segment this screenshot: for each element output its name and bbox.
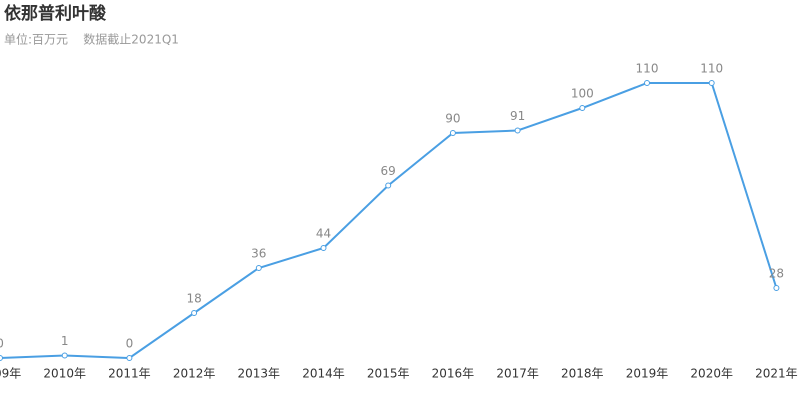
value-label: 18: [186, 292, 201, 306]
x-tick-label: 2011年: [108, 367, 151, 381]
x-tick-label: 2009年: [0, 367, 21, 381]
x-tick-label: 2016年: [432, 367, 475, 381]
chart-title: 依那普利叶酸: [4, 3, 107, 24]
point: [708, 80, 715, 86]
value-label: 91: [510, 109, 525, 123]
x-tick-label: 2012年: [173, 367, 216, 381]
point: [449, 130, 456, 136]
value-label: 44: [316, 227, 331, 241]
line: [0, 82, 778, 360]
value-label: 100: [571, 87, 594, 101]
x-tick-label: 2021年: [755, 367, 798, 381]
x-tick-label: 2020年: [690, 367, 733, 381]
value-label: 1: [61, 334, 69, 348]
x-tick-label: 2010年: [43, 367, 86, 381]
chart-subtitle: 单位:百万元 数据截止2021Q1: [4, 32, 179, 47]
value-label: 110: [700, 62, 723, 76]
point: [773, 285, 780, 291]
point: [0, 355, 3, 361]
point: [191, 310, 198, 316]
point: [514, 127, 521, 134]
point: [644, 80, 650, 86]
point: [320, 245, 327, 251]
x-tick-label: 2017年: [496, 367, 539, 381]
point: [255, 265, 262, 271]
point: [385, 182, 392, 189]
x-tick-label: 2018年: [561, 367, 604, 381]
value-label: 0: [0, 337, 4, 351]
x-tick-label: 2013年: [238, 367, 281, 381]
point: [126, 355, 133, 361]
value-label: 110: [636, 62, 659, 76]
value-label: 90: [445, 112, 460, 126]
value-label: 36: [251, 247, 266, 261]
point: [61, 352, 68, 359]
x-tick-label: 2015年: [367, 367, 410, 381]
value-label: 0: [126, 337, 134, 351]
x-tick-label: 2019年: [626, 367, 669, 381]
value-label: 69: [381, 164, 396, 178]
point: [579, 105, 586, 111]
x-tick-label: 2014年: [302, 367, 345, 381]
value-label: 28: [769, 267, 784, 281]
